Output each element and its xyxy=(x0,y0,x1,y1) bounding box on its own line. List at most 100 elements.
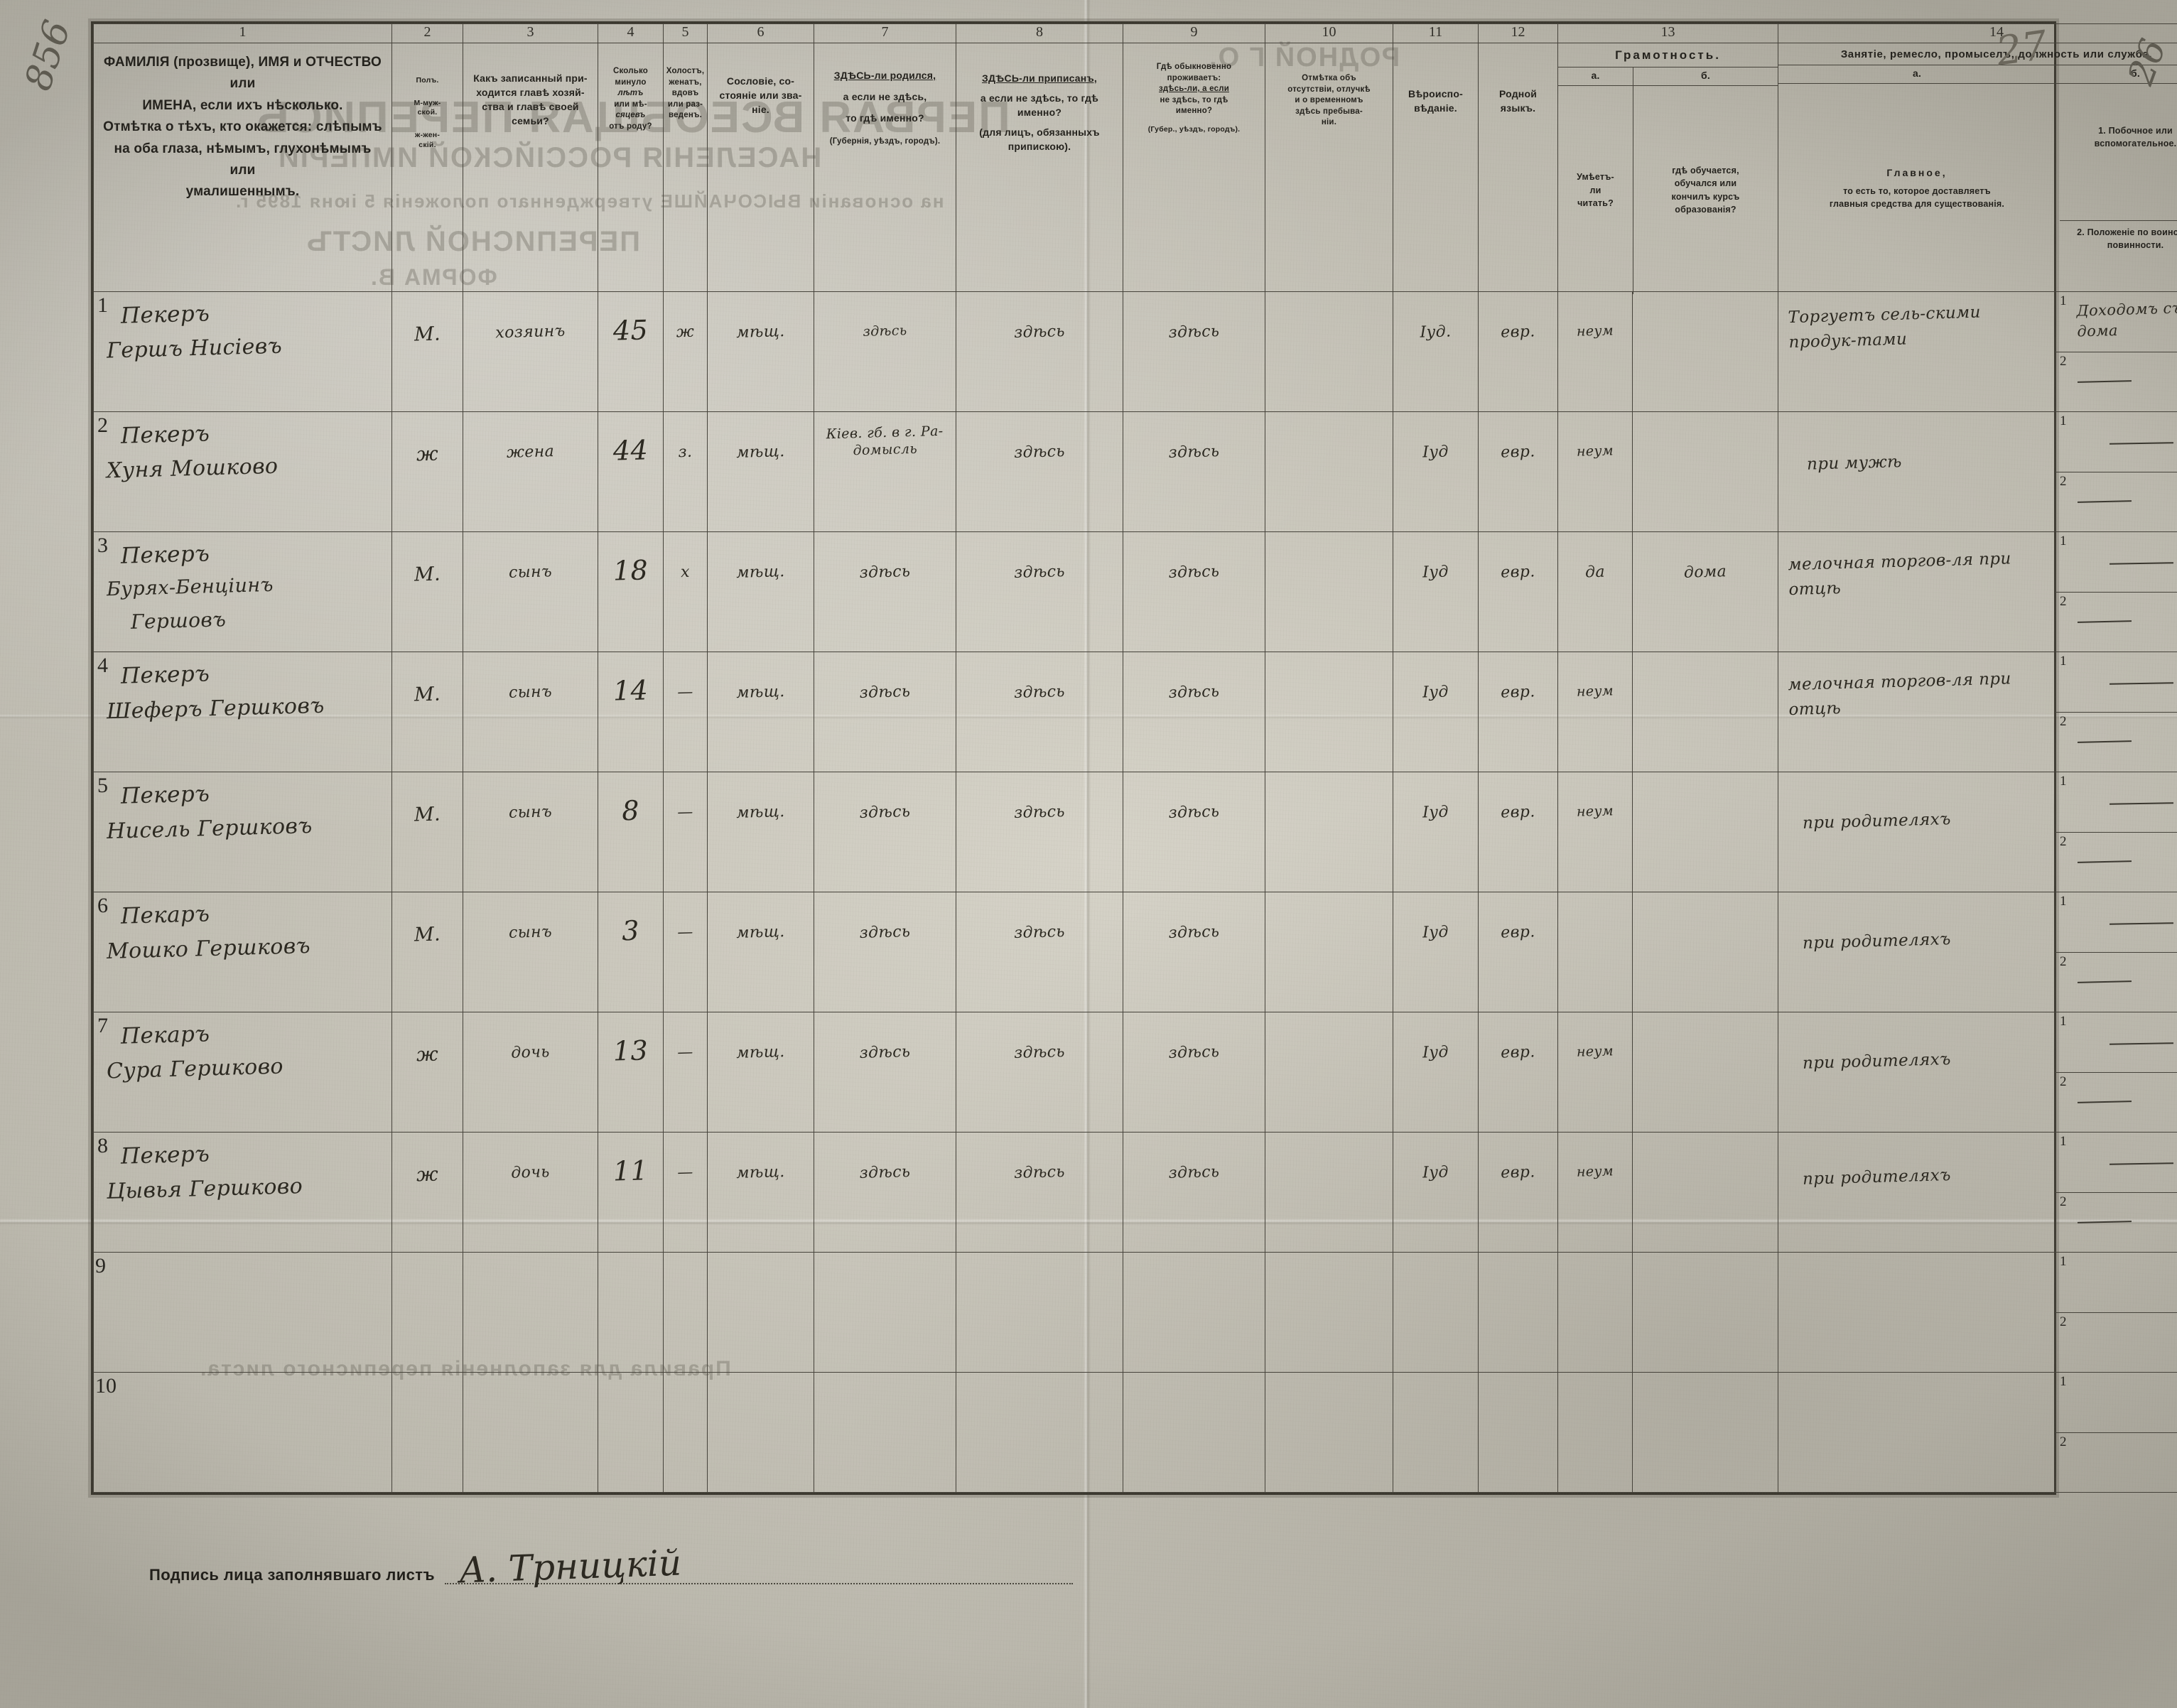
cell-literacy-school[interactable] xyxy=(1632,291,1778,412)
cell-relation[interactable]: сынъ xyxy=(463,892,598,1012)
cell-sex[interactable]: ж xyxy=(391,1012,463,1133)
cell-birthplace[interactable]: Кіев. гб. в г. Ра-домысль xyxy=(814,411,956,532)
cell-birthplace[interactable]: здѣсь xyxy=(814,652,956,772)
cell-occupation-aux[interactable]: 1 2 xyxy=(2055,892,2177,1012)
cell-religion[interactable] xyxy=(1393,1372,1479,1493)
cell-language[interactable] xyxy=(1478,1252,1558,1373)
cell-birthplace[interactable] xyxy=(814,1372,956,1493)
cell-age[interactable]: 11 xyxy=(598,1132,664,1253)
cell-religion[interactable]: Іуд xyxy=(1393,411,1479,532)
cell-sex[interactable]: ж xyxy=(391,1132,463,1253)
cell-occupation-main[interactable] xyxy=(1778,1252,2056,1373)
cell-name[interactable]: 9 xyxy=(93,1252,392,1373)
occupation-aux-2[interactable]: 2 xyxy=(2056,711,2177,772)
cell-religion[interactable]: Іуд xyxy=(1393,892,1479,1012)
table-row[interactable]: 10 1 2 xyxy=(93,1372,2177,1493)
cell-absence[interactable] xyxy=(1265,291,1393,412)
table-row[interactable]: 3 Пекеръ Бурях-Бенцiинъ Гершовъ М. сынъ … xyxy=(93,531,2177,652)
occupation-aux-1[interactable]: 1 xyxy=(2056,532,2177,592)
cell-occupation-main[interactable]: при родителяхъ xyxy=(1778,1132,2056,1253)
cell-religion[interactable]: Іуд. xyxy=(1393,291,1479,412)
cell-marital[interactable]: — xyxy=(663,772,708,892)
cell-absence[interactable] xyxy=(1265,411,1393,532)
cell-age[interactable]: 18 xyxy=(598,531,664,652)
cell-language[interactable]: евр. xyxy=(1478,892,1558,1012)
cell-literacy-read[interactable]: да xyxy=(1557,531,1633,652)
cell-language[interactable]: евр. xyxy=(1478,772,1558,892)
cell-absence[interactable] xyxy=(1265,1372,1393,1493)
cell-residence[interactable]: здѣсь xyxy=(1123,772,1265,892)
cell-literacy-read[interactable]: неум xyxy=(1557,1132,1633,1253)
cell-name[interactable]: 1 Пекеръ Гершъ Нисiевъ xyxy=(93,291,392,412)
cell-literacy-read[interactable]: неум xyxy=(1557,411,1633,532)
cell-birthplace[interactable]: здѣсь xyxy=(814,531,956,652)
cell-estate[interactable]: мѣщ. xyxy=(707,652,814,772)
cell-name[interactable]: 8 Пекеръ Цывья Гершково xyxy=(93,1132,392,1253)
cell-residence[interactable]: здѣсь xyxy=(1123,652,1265,772)
cell-registration[interactable]: здѣсь xyxy=(956,1012,1123,1133)
cell-occupation-main[interactable]: при родителяхъ xyxy=(1778,1012,2056,1133)
cell-residence[interactable] xyxy=(1123,1252,1265,1373)
cell-religion[interactable]: Іуд xyxy=(1393,1132,1479,1253)
cell-registration[interactable] xyxy=(956,1372,1123,1493)
cell-occupation-main[interactable]: Торгуетъ сель-скими продук-тами xyxy=(1778,291,2056,412)
cell-relation[interactable]: жена xyxy=(463,411,598,532)
cell-estate[interactable]: мѣщ. xyxy=(707,531,814,652)
cell-literacy-read[interactable]: неум xyxy=(1557,1012,1633,1133)
cell-relation[interactable] xyxy=(463,1252,598,1373)
cell-estate[interactable]: мѣщ. xyxy=(707,892,814,1012)
cell-occupation-aux[interactable]: 1 Доходомъ съ дома 2 xyxy=(2055,291,2177,412)
cell-birthplace[interactable]: здѣсь xyxy=(814,291,956,412)
cell-literacy-school[interactable] xyxy=(1632,772,1778,892)
cell-residence[interactable]: здѣсь xyxy=(1123,892,1265,1012)
cell-occupation-main[interactable]: мелочная торгов-ля при отцѣ xyxy=(1778,652,2056,772)
cell-estate[interactable]: мѣщ. xyxy=(707,291,814,412)
cell-occupation-main[interactable]: при родителяхъ xyxy=(1778,892,2056,1012)
cell-estate[interactable]: мѣщ. xyxy=(707,1012,814,1133)
cell-marital[interactable]: — xyxy=(663,1132,708,1253)
cell-literacy-school[interactable]: дома xyxy=(1632,531,1778,652)
occupation-aux-2[interactable]: 2 xyxy=(2056,351,2177,412)
table-row[interactable]: 9 1 2 xyxy=(93,1252,2177,1373)
cell-relation[interactable]: дочь xyxy=(463,1012,598,1133)
cell-literacy-school[interactable] xyxy=(1632,892,1778,1012)
cell-registration[interactable]: здѣсь xyxy=(956,411,1123,532)
table-row[interactable]: 8 Пекеръ Цывья Гершково ж дочь 11 — мѣщ.… xyxy=(93,1132,2177,1253)
cell-name[interactable]: 6 Пекаръ Мошко Гершковъ xyxy=(93,892,392,1012)
cell-sex[interactable]: ж xyxy=(391,411,463,532)
cell-birthplace[interactable]: здѣсь xyxy=(814,772,956,892)
cell-language[interactable]: евр. xyxy=(1478,531,1558,652)
occupation-aux-1[interactable]: 1 xyxy=(2056,892,2177,952)
occupation-aux-2[interactable]: 2 xyxy=(2056,1432,2177,1493)
cell-age[interactable]: 13 xyxy=(598,1012,664,1133)
cell-estate[interactable] xyxy=(707,1372,814,1493)
cell-religion[interactable]: Іуд xyxy=(1393,652,1479,772)
table-row[interactable]: 4 Пекеръ Шеферъ Гершковъ М. сынъ 14 — мѣ… xyxy=(93,652,2177,772)
cell-residence[interactable]: здѣсь xyxy=(1123,291,1265,412)
cell-literacy-read[interactable]: неум xyxy=(1557,772,1633,892)
cell-absence[interactable] xyxy=(1265,892,1393,1012)
cell-marital[interactable]: — xyxy=(663,1012,708,1133)
cell-religion[interactable] xyxy=(1393,1252,1479,1373)
cell-relation[interactable] xyxy=(463,1372,598,1493)
occupation-aux-1[interactable]: 1 xyxy=(2056,772,2177,832)
cell-residence[interactable]: здѣсь xyxy=(1123,1012,1265,1133)
cell-occupation-main[interactable]: мелочная торгов-ля при отцѣ xyxy=(1778,531,2056,652)
cell-name[interactable]: 10 xyxy=(93,1372,392,1493)
cell-occupation-aux[interactable]: 1 2 xyxy=(2055,411,2177,532)
cell-sex[interactable]: М. xyxy=(391,772,463,892)
cell-sex[interactable] xyxy=(391,1252,463,1373)
cell-registration[interactable]: здѣсь xyxy=(956,892,1123,1012)
table-row[interactable]: 6 Пекаръ Мошко Гершковъ М. сынъ 3 — мѣщ.… xyxy=(93,892,2177,1012)
cell-age[interactable]: 45 xyxy=(598,291,664,412)
table-row[interactable]: 2 Пекеръ Хуня Мошково ж жена 44 з. мѣщ. … xyxy=(93,411,2177,532)
occupation-aux-2[interactable]: 2 xyxy=(2056,591,2177,652)
cell-relation[interactable]: дочь xyxy=(463,1132,598,1253)
occupation-aux-1[interactable]: 1 xyxy=(2056,652,2177,712)
cell-absence[interactable] xyxy=(1265,1252,1393,1373)
cell-occupation-aux[interactable]: 1 2 xyxy=(2055,1132,2177,1253)
cell-occupation-aux[interactable]: 1 2 xyxy=(2055,531,2177,652)
cell-literacy-school[interactable] xyxy=(1632,1132,1778,1253)
cell-relation[interactable]: сынъ xyxy=(463,531,598,652)
cell-literacy-read[interactable] xyxy=(1557,892,1633,1012)
